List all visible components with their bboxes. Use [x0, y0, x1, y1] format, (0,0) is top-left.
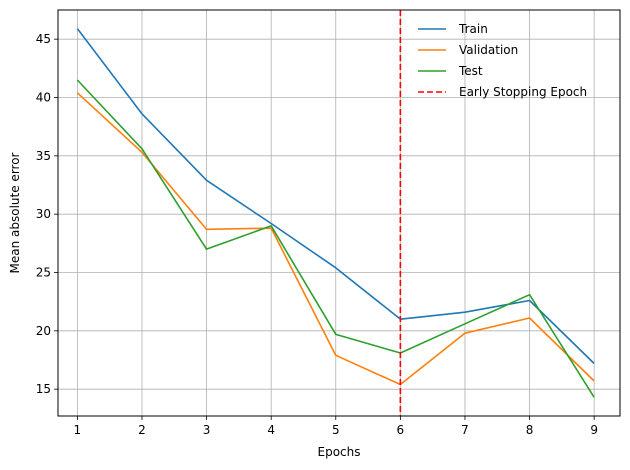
x-tick-label: 8 — [526, 423, 534, 437]
x-axis-label: Epochs — [318, 445, 361, 459]
y-tick-label: 45 — [36, 32, 51, 46]
legend-label: Validation — [459, 43, 518, 57]
y-tick-label: 35 — [36, 149, 51, 163]
series-line-validation — [76, 92, 595, 386]
y-tick-label: 40 — [36, 91, 51, 105]
y-tick-label: 20 — [36, 324, 51, 338]
x-tick-label: 6 — [397, 423, 405, 437]
plot-area — [76, 10, 595, 416]
x-tick-label: 2 — [138, 423, 146, 437]
x-tick-label: 9 — [590, 423, 598, 437]
x-tick-label: 7 — [461, 423, 469, 437]
legend-label: Test — [458, 64, 483, 78]
y-tick-label: 30 — [36, 207, 51, 221]
series-line-test — [76, 79, 595, 398]
x-tick-label: 1 — [74, 423, 82, 437]
legend-label: Train — [458, 22, 488, 36]
x-tick-label: 5 — [332, 423, 340, 437]
y-tick-label: 15 — [36, 382, 51, 396]
y-tick-label: 25 — [36, 266, 51, 280]
x-tick-label: 4 — [267, 423, 275, 437]
legend-label: Early Stopping Epoch — [459, 85, 587, 99]
x-tick-label: 3 — [203, 423, 211, 437]
grid — [58, 10, 620, 416]
y-axis-label: Mean absolute error — [8, 152, 22, 273]
legend: Train Validation Test Early Stopping Epoch — [418, 22, 587, 99]
axes-frame — [57, 9, 621, 417]
